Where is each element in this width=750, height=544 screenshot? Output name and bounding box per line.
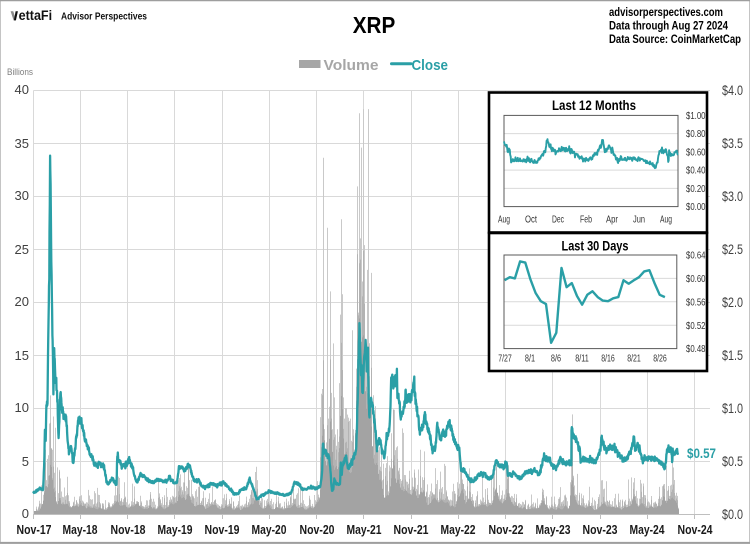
svg-text:Nov-20: Nov-20 xyxy=(300,522,335,537)
svg-text:ettaFi: ettaFi xyxy=(19,7,53,23)
svg-text:Nov-22: Nov-22 xyxy=(489,522,524,537)
svg-text:Nov-24: Nov-24 xyxy=(678,522,714,537)
svg-text:8/26: 8/26 xyxy=(653,354,667,365)
svg-text:May-24: May-24 xyxy=(630,522,666,537)
svg-text:$0.0: $0.0 xyxy=(722,507,743,522)
svg-text:Nov-17: Nov-17 xyxy=(17,522,52,537)
svg-text:Aug: Aug xyxy=(660,215,672,226)
svg-text:Dec: Dec xyxy=(552,215,564,226)
svg-text:$3.5: $3.5 xyxy=(722,136,743,151)
svg-text:Apr: Apr xyxy=(606,215,619,226)
svg-text:$0.56: $0.56 xyxy=(686,297,706,308)
svg-text:Close: Close xyxy=(412,57,449,74)
svg-text:5: 5 xyxy=(22,454,29,469)
svg-text:Nov-23: Nov-23 xyxy=(583,522,618,537)
svg-text:$0.52: $0.52 xyxy=(686,321,706,332)
svg-text:$1.5: $1.5 xyxy=(722,348,743,363)
svg-text:$0.00: $0.00 xyxy=(686,202,706,213)
svg-text:$2.5: $2.5 xyxy=(722,242,743,257)
svg-text:$0.57: $0.57 xyxy=(687,445,716,461)
svg-text:7/27: 7/27 xyxy=(498,354,512,365)
svg-text:Advisor Perspectives: Advisor Perspectives xyxy=(61,11,147,23)
svg-text:May-21: May-21 xyxy=(347,522,382,537)
svg-text:Feb: Feb xyxy=(580,215,592,226)
svg-text:$0.64: $0.64 xyxy=(686,251,706,262)
svg-text:$0.60: $0.60 xyxy=(686,274,706,285)
svg-text:8/21: 8/21 xyxy=(627,354,641,365)
svg-text:XRP: XRP xyxy=(353,12,396,38)
svg-text:$0.80: $0.80 xyxy=(686,129,706,140)
svg-text:8/11: 8/11 xyxy=(575,354,589,365)
svg-text:Oct: Oct xyxy=(525,215,537,226)
svg-text:$4.0: $4.0 xyxy=(722,83,743,98)
svg-text:Billions: Billions xyxy=(7,67,33,78)
svg-text:May-20: May-20 xyxy=(252,522,287,537)
svg-text:8/6: 8/6 xyxy=(551,354,562,365)
svg-text:Data Source: CoinMarketCap: Data Source: CoinMarketCap xyxy=(609,34,741,46)
svg-text:Last 12 Months: Last 12 Months xyxy=(552,98,636,113)
svg-text:Nov-19: Nov-19 xyxy=(205,522,240,537)
svg-text:May-22: May-22 xyxy=(441,522,476,537)
svg-text:Data through Aug 27 2024: Data through Aug 27 2024 xyxy=(609,21,729,33)
svg-text:20: 20 xyxy=(15,294,29,309)
svg-text:May-19: May-19 xyxy=(158,522,193,537)
svg-text:$2.0: $2.0 xyxy=(722,295,743,310)
svg-text:8/1: 8/1 xyxy=(525,354,536,365)
svg-text:Volume: Volume xyxy=(324,57,379,74)
svg-text:Nov-21: Nov-21 xyxy=(394,522,429,537)
svg-text:advisorperspectives.com: advisorperspectives.com xyxy=(609,7,723,19)
svg-text:35: 35 xyxy=(15,136,29,151)
svg-text:25: 25 xyxy=(15,242,29,257)
svg-text:$0.20: $0.20 xyxy=(686,184,706,195)
svg-text:$1.0: $1.0 xyxy=(722,401,743,416)
svg-text:Jun: Jun xyxy=(633,215,645,226)
svg-text:0: 0 xyxy=(22,506,29,521)
svg-text:$3.0: $3.0 xyxy=(722,189,743,204)
svg-text:Nov-18: Nov-18 xyxy=(111,522,146,537)
svg-text:10: 10 xyxy=(15,400,29,415)
svg-text:8/16: 8/16 xyxy=(601,354,615,365)
svg-text:$0.40: $0.40 xyxy=(686,166,706,177)
svg-text:$1.00: $1.00 xyxy=(686,111,706,122)
svg-text:30: 30 xyxy=(15,188,29,203)
svg-text:May-18: May-18 xyxy=(63,522,98,537)
svg-text:15: 15 xyxy=(15,348,29,363)
svg-text:40: 40 xyxy=(15,82,29,97)
svg-text:Last 30 Days: Last 30 Days xyxy=(562,239,629,254)
svg-text:Aug: Aug xyxy=(498,215,510,226)
svg-text:May-23: May-23 xyxy=(536,522,571,537)
svg-text:$0.60: $0.60 xyxy=(686,148,706,159)
svg-text:$0.48: $0.48 xyxy=(686,344,706,355)
svg-text:$0.5: $0.5 xyxy=(722,454,743,469)
